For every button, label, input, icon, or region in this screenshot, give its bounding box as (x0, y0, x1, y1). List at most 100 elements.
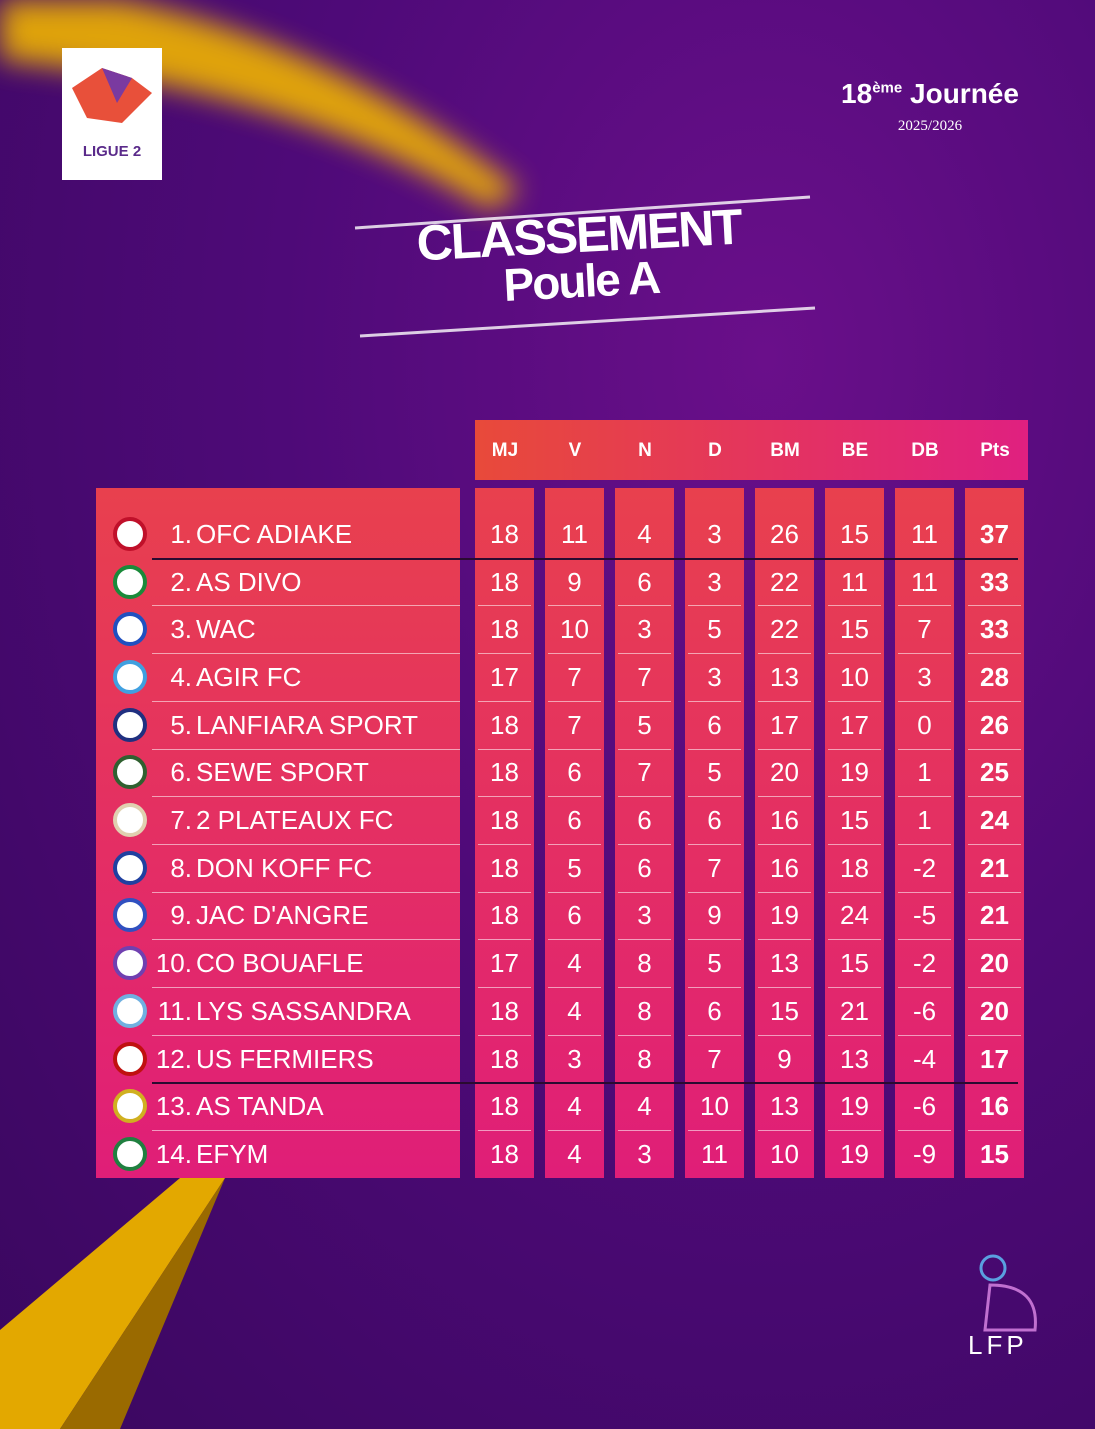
row-separator (618, 939, 671, 941)
stat: 18 (490, 995, 519, 1026)
row-separator (758, 987, 811, 988)
row-separator (968, 653, 1021, 655)
row-separator (548, 1130, 601, 1132)
row-separator (152, 939, 460, 941)
column-header: D (708, 440, 722, 461)
rank: 5. (170, 709, 192, 740)
row-separator (548, 987, 601, 988)
stat: 15 (840, 948, 869, 979)
row-separator (152, 748, 460, 750)
stat: -6 (912, 995, 937, 1026)
team-name: AGIR FC (196, 661, 302, 692)
points: 21 (980, 852, 1009, 883)
stat: 3 (707, 661, 722, 692)
row-separator (828, 700, 881, 702)
stat: 11 (841, 566, 868, 597)
row-separator (152, 1034, 460, 1036)
stat-column (825, 488, 884, 1178)
rank: 11. (157, 995, 192, 1026)
points: 21 (980, 900, 1009, 931)
team-panel (96, 488, 460, 1178)
stat: 5 (567, 852, 582, 883)
team-name: WAC (196, 614, 256, 645)
team-logo (113, 803, 147, 838)
row-separator (968, 1130, 1021, 1132)
team-logo (113, 850, 147, 885)
row-separator (968, 700, 1021, 702)
row-separator (758, 748, 811, 750)
row-separator (688, 748, 741, 750)
row-separator (548, 700, 601, 702)
stat-column (685, 488, 744, 1178)
row-separator (478, 748, 531, 750)
stat: 7 (637, 661, 652, 692)
stat: -6 (912, 1091, 937, 1122)
row-separator (828, 843, 881, 845)
points: 24 (980, 805, 1009, 836)
stat: 4 (637, 518, 652, 549)
row-separator (758, 939, 811, 941)
team-logo (113, 1041, 147, 1076)
row-separator (152, 843, 460, 845)
stat: 8 (637, 1043, 652, 1074)
stat: 13 (770, 948, 799, 979)
team-logo (113, 993, 147, 1028)
rank: 6. (170, 757, 192, 788)
stat: 3 (567, 1043, 582, 1074)
row-separator (618, 605, 671, 607)
team-logo (113, 1136, 147, 1171)
row-separator (758, 605, 811, 607)
stat: 18 (490, 900, 519, 931)
round-suffix: ème (872, 79, 903, 97)
stat: 7 (707, 852, 722, 883)
column-header: BM (770, 440, 800, 461)
team-name: LYS SASSANDRA (196, 995, 411, 1026)
row-separator (898, 1130, 951, 1132)
stat: 9 (777, 1043, 792, 1074)
stat: 19 (840, 1138, 869, 1169)
row-separator (758, 700, 811, 702)
row-separator (152, 987, 460, 988)
stat: 10 (700, 1091, 729, 1122)
team-name: US FERMIERS (196, 1043, 374, 1074)
stat: 19 (840, 1091, 869, 1122)
row-separator (758, 1034, 811, 1036)
logo-text: LIGUE 2 (82, 143, 142, 160)
row-separator (548, 891, 601, 893)
row-separator (478, 605, 531, 607)
stat: 4 (567, 948, 582, 979)
row-separator (968, 843, 1021, 845)
row-separator (688, 796, 741, 798)
stat-column (545, 488, 604, 1178)
row-separator (618, 748, 671, 750)
row-separator (688, 700, 741, 702)
round: 18ème Journée (820, 78, 1040, 110)
row-separator (618, 1034, 671, 1036)
team-name: 2 PLATEAUX FC (196, 805, 394, 836)
row-separator (898, 700, 951, 702)
row-separator (478, 796, 531, 798)
stat: 13 (840, 1043, 869, 1074)
stat: 7 (567, 709, 582, 740)
stat: 8 (637, 995, 652, 1026)
stat: 10 (560, 614, 589, 645)
stat: -4 (912, 1043, 937, 1074)
row-separator (898, 653, 951, 655)
team-logo (113, 564, 147, 599)
stat: 7 (637, 757, 652, 788)
stat: 5 (637, 709, 652, 740)
team-logo (113, 659, 147, 694)
header-bar (475, 420, 1028, 480)
row-separator (688, 653, 741, 655)
row-separator (152, 653, 460, 655)
team-name: EFYM (196, 1138, 269, 1169)
round-number: 18 (841, 78, 873, 109)
row-separator (968, 987, 1021, 988)
row-separator (828, 605, 881, 607)
row-separator (618, 843, 671, 845)
points: 33 (980, 614, 1009, 645)
row-separator (758, 843, 811, 845)
stat: 7 (917, 614, 932, 645)
row-separator (898, 987, 951, 988)
